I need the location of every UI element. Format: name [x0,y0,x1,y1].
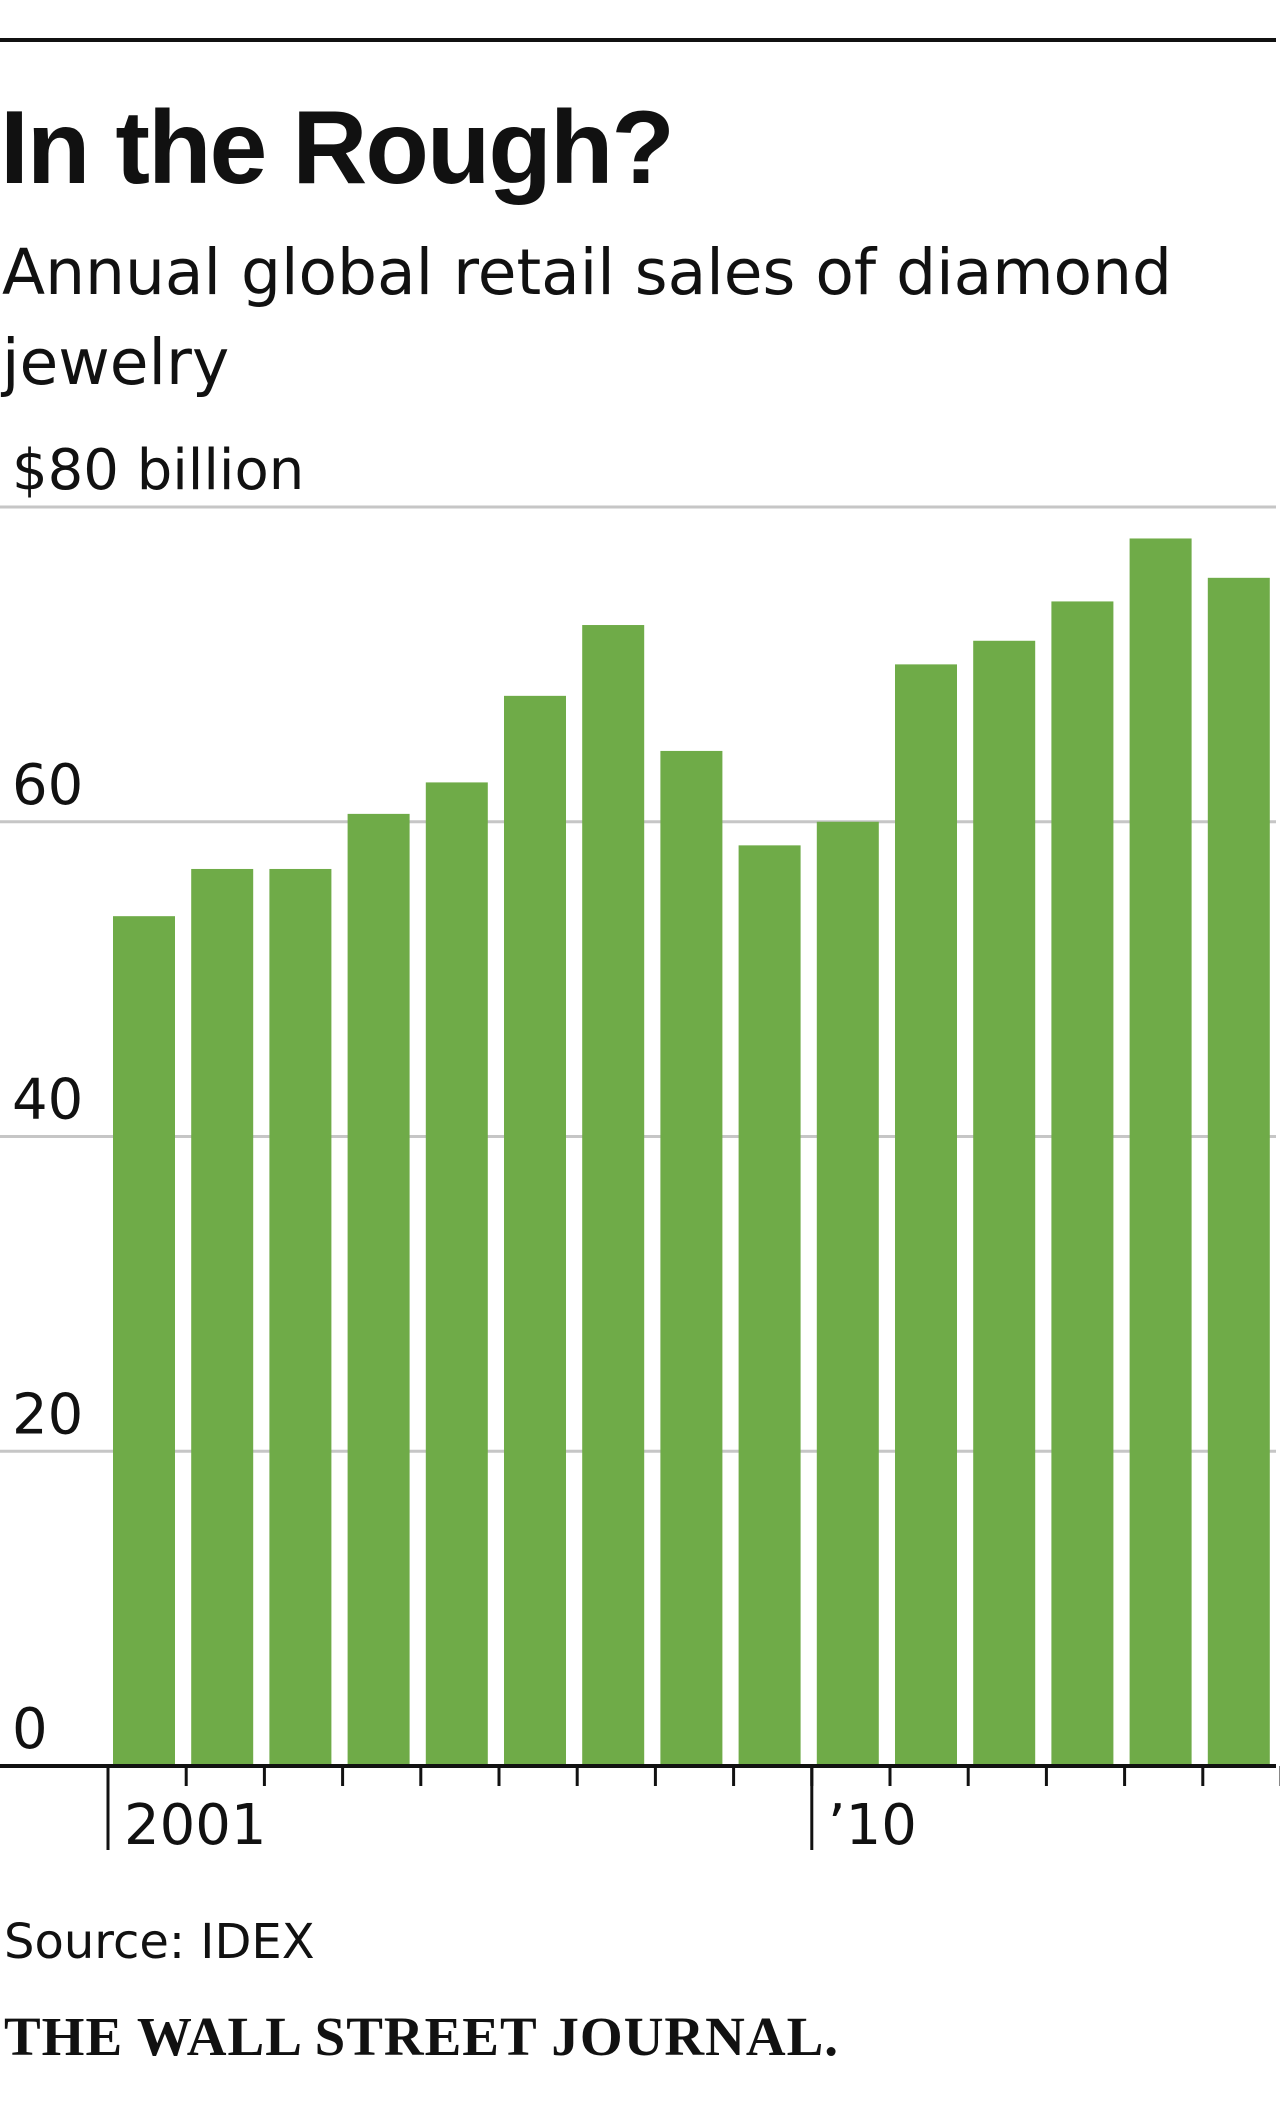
bar-chart: $80 billion 60 40 20 0 2001 ’10 [0,440,1280,1858]
bars [113,538,1270,1766]
bar [582,625,645,1766]
bar [425,782,488,1766]
bar [738,845,801,1766]
y-tick-label: $80 billion [12,440,304,503]
bar [816,821,879,1766]
publisher-logo: THE WALL STREET JOURNAL. [4,2006,840,2067]
bar [191,868,254,1766]
x-tick-labels: 2001 ’10 [124,1793,917,1858]
chart-subtitle: Annual global retail sales of diamond je… [2,236,1173,399]
bar [113,916,175,1766]
bar [1129,538,1192,1766]
x-axis [0,1764,1280,1850]
bar [1207,577,1270,1766]
y-tick-label: 20 [12,1382,83,1447]
chart-title: In the Rough? [0,90,675,206]
bar [347,813,410,1766]
y-tick-label: 60 [12,753,83,818]
bar [504,695,566,1766]
bar [660,750,723,1766]
source-note: Source: IDEX [4,1914,315,1970]
top-rule [0,38,1276,42]
bar [1051,601,1114,1766]
x-tick-label: ’10 [828,1793,917,1858]
bar [269,868,332,1766]
y-tick-label: 0 [12,1697,48,1762]
x-tick-label: 2001 [124,1793,267,1858]
y-tick-labels: $80 billion 60 40 20 0 [12,440,304,1762]
bar [973,640,1036,1766]
bar [895,664,957,1766]
y-tick-label: 40 [12,1068,83,1133]
